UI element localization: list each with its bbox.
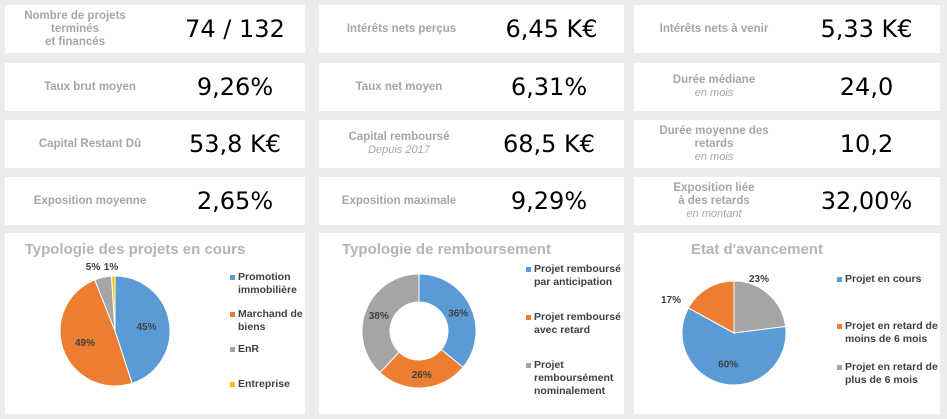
pie-slice	[59, 279, 133, 387]
legend-label: Projet remboursé par anticipation	[534, 263, 621, 288]
kpi-label: Nombre de projets terminés et financés	[24, 9, 126, 48]
pie-slice	[681, 307, 787, 386]
kpi-label: Exposition liée à des retards	[673, 181, 755, 207]
chart-legend: Promotion immobilière Marchand de biens En…	[230, 271, 305, 411]
pie-slice	[418, 273, 477, 369]
kpi-label: Capital remboursé	[348, 131, 450, 143]
chart-title: Typologie des projets en cours	[24, 241, 246, 258]
legend-label: Entreprise	[238, 378, 290, 390]
kpi-card-duree-mediane: Durée médiane en mois 24,0	[634, 63, 940, 111]
chart-legend: Projet en cours Projet en retard de moins…	[837, 273, 940, 413]
kpi-value: 9,29%	[510, 187, 588, 215]
pie-slice	[687, 280, 735, 334]
kpi-value: 2,65%	[196, 187, 274, 215]
legend-swatch	[526, 315, 531, 320]
legend-label: EnR	[238, 343, 259, 355]
kpi-value: 9,26%	[196, 73, 274, 101]
chart-title: Typologie de remboursement	[342, 241, 551, 258]
kpi-card-capital-rembourse: Capital remboursé Depuis 2017 68,5 K€	[319, 120, 624, 168]
legend-label: Projet remboursé avec retard	[534, 311, 621, 336]
kpi-value: 6,31%	[510, 73, 588, 101]
data-label: 17%	[661, 295, 681, 306]
chart-title: Etat d'avancement	[691, 241, 823, 258]
kpi-value: 10,2	[839, 130, 894, 158]
kpi-label: Durée moyenne des retards	[659, 124, 769, 150]
legend-label: Projet en retard de plus de 6 mois	[845, 361, 938, 386]
kpi-label-block: Durée moyenne des retards en mois	[634, 120, 794, 168]
legend-label: Projet en cours	[845, 273, 922, 285]
legend-label: Promotion immobilière	[238, 271, 297, 296]
kpi-card-expo-moyenne: Exposition moyenne 2,65%	[5, 177, 305, 225]
data-label: 60%	[718, 360, 738, 371]
data-label: 1%	[104, 262, 119, 273]
legend-swatch	[230, 312, 235, 317]
kpi-label: Durée médiane	[672, 74, 756, 86]
kpi-card-interets-percus: Intérêts nets perçus 6,45 K€	[319, 5, 624, 53]
kpi-value: 32,00%	[820, 187, 913, 215]
legend-swatch	[837, 365, 842, 370]
kpi-label: Intérêts nets à venir	[659, 22, 769, 35]
kpi-label-block: Exposition liée à des retards en montant	[634, 177, 794, 225]
kpi-card-capital-restant: Capital Restant Dû 53,8 K€	[5, 120, 305, 168]
pie-chart-typologie-projets: 45% 49% 5% 1%	[59, 262, 171, 387]
data-label: 26%	[412, 370, 432, 381]
kpi-label-block: Durée médiane en mois	[634, 63, 794, 111]
kpi-card-taux-net: Taux net moyen 6,31%	[319, 63, 624, 111]
kpi-label: Exposition moyenne	[33, 194, 147, 207]
kpi-card-taux-brut: Taux brut moyen 9,26%	[5, 63, 305, 111]
kpi-card-duree-retards: Durée moyenne des retards en mois 10,2	[634, 120, 940, 168]
donut-chart-typologie-remboursement: 36% 26% 38%	[361, 273, 477, 389]
kpi-sublabel: en montant	[686, 207, 742, 220]
legend-swatch	[837, 324, 842, 329]
pie-slice	[361, 273, 420, 374]
kpi-label: Intérêts nets perçus	[346, 22, 457, 35]
legend-swatch	[230, 382, 235, 387]
kpi-label: Taux brut moyen	[44, 80, 136, 93]
kpi-value: 5,33 K€	[820, 15, 913, 43]
kpi-value: 6,45 K€	[505, 15, 598, 43]
kpi-card-interets-venir: Intérêts nets à venir 5,33 K€	[634, 5, 940, 53]
legend-swatch	[526, 267, 531, 272]
chart-card-typologie-remboursement: Typologie de remboursement 36% 26% 38% Pro…	[319, 233, 624, 414]
kpi-label: Exposition maximale	[341, 194, 457, 207]
legend-label: Marchand de biens	[238, 308, 303, 333]
legend-swatch	[526, 363, 531, 368]
legend-swatch	[230, 275, 235, 280]
legend-swatch	[837, 277, 842, 282]
legend-swatch	[230, 347, 235, 352]
pie-slice	[733, 280, 787, 334]
kpi-label-block: Capital remboursé Depuis 2017	[319, 120, 479, 168]
chart-card-typologie-projets: Typologie des projets en cours 45% 49% 5% 1…	[5, 233, 305, 414]
data-label: 45%	[136, 322, 156, 333]
kpi-value: 68,5 K€	[502, 130, 596, 158]
kpi-card-expo-retards: Exposition liée à des retards en montant…	[634, 177, 940, 225]
kpi-sublabel: Depuis 2017	[368, 144, 430, 156]
data-label: 38%	[369, 311, 389, 322]
kpi-value: 74 / 132	[185, 15, 285, 43]
pie-slice	[114, 275, 171, 384]
data-label: 36%	[448, 309, 468, 320]
kpi-sublabel: en mois	[694, 150, 734, 163]
kpi-card-expo-max: Exposition maximale 9,29%	[319, 177, 624, 225]
kpi-label: Capital Restant Dû	[38, 137, 142, 150]
data-label: 49%	[75, 338, 95, 349]
data-label: 5%	[86, 262, 101, 273]
chart-card-etat-avancement: Etat d'avancement 23% 60% 17% Projet en co…	[634, 233, 940, 414]
kpi-value: 24,0	[839, 73, 894, 101]
kpi-value: 53,8 K€	[188, 130, 282, 158]
kpi-card-projets: Nombre de projets terminés et financés 7…	[5, 5, 305, 53]
pie-chart-etat-avancement: 23% 60% 17%	[661, 274, 787, 386]
data-label: 23%	[749, 274, 769, 285]
legend-label: Projet remboursément nominalement	[534, 359, 614, 397]
pie-slice	[111, 275, 116, 332]
chart-legend: Projet remboursé par anticipation Projet …	[526, 263, 624, 413]
kpi-label: Taux net moyen	[355, 80, 443, 93]
legend-label: Projet en retard de moins de 6 mois	[845, 320, 938, 345]
kpi-sublabel: en mois	[694, 87, 734, 99]
